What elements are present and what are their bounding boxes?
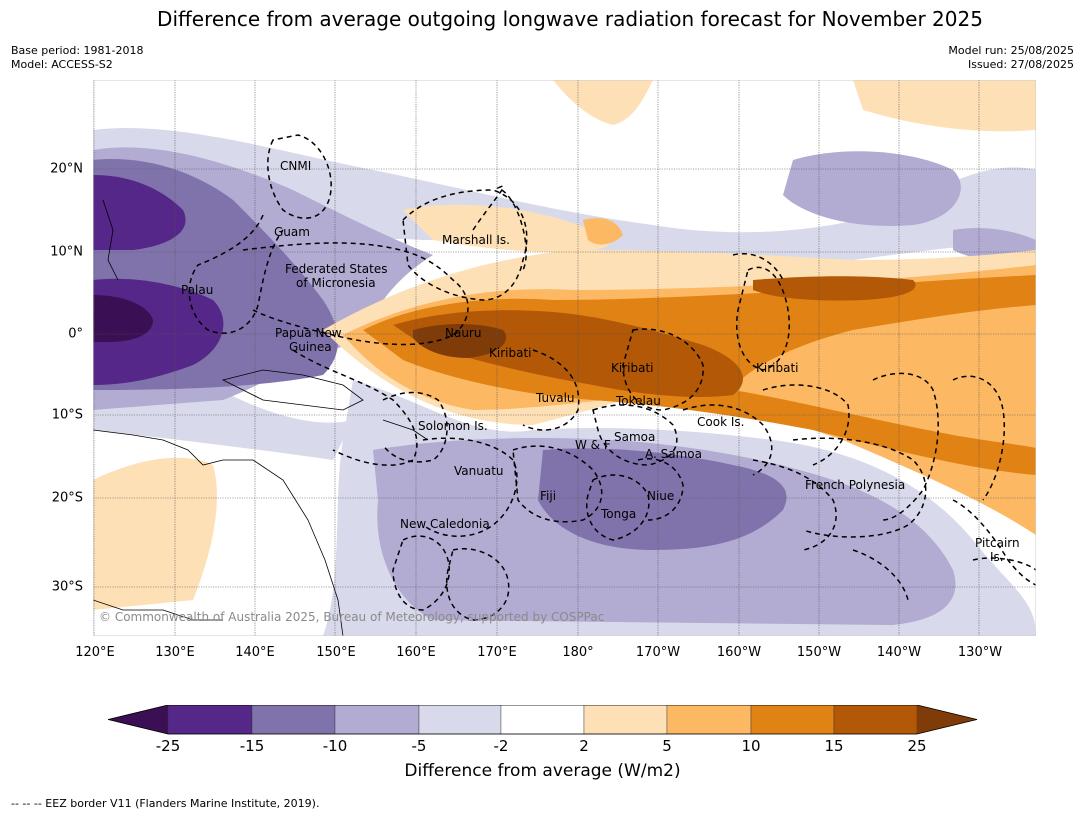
colorbar-swatch xyxy=(833,705,918,735)
colorbar-swatch xyxy=(251,705,336,735)
lat-tick-20s: 20°S xyxy=(51,490,83,506)
graticule xyxy=(93,80,1036,636)
lon-tick-130w: 130°W xyxy=(957,645,1003,660)
label-png-line2: Guinea xyxy=(289,340,332,354)
colorbar-tick: -2 xyxy=(493,737,509,755)
chart-title: Difference from average outgoing longwav… xyxy=(157,7,983,31)
colorbar-min-extension xyxy=(108,705,168,734)
metadata-left: Base period: 1981-2018 Model: ACCESS-S2 xyxy=(11,44,143,72)
label-fiji: Fiji xyxy=(540,489,556,503)
lon-tick-140e: 140°E xyxy=(235,645,275,660)
region-labels: CNMI Guam Marshall Is. Federated States … xyxy=(181,159,1020,564)
lat-tick-10n: 10°N xyxy=(50,244,83,260)
eez-footnote: -- -- -- EEZ border V11 (Flanders Marine… xyxy=(11,797,320,810)
lat-tick-equator: 0° xyxy=(68,326,83,342)
label-fsm-line2: of Micronesia xyxy=(296,276,376,290)
lon-tick-150w: 150°W xyxy=(796,645,842,660)
model-run-text: Model run: 25/08/2025 xyxy=(948,44,1074,57)
base-period-text: Base period: 1981-2018 xyxy=(11,44,144,57)
issued-text: Issued: 27/08/2025 xyxy=(967,58,1074,71)
colorbar-swatch xyxy=(666,705,752,735)
label-pitcairn-line1: Pitcairn xyxy=(975,536,1020,550)
label-fsm-line1: Federated States xyxy=(285,262,387,276)
colorbar xyxy=(108,705,978,735)
coastlines xyxy=(93,199,429,636)
lon-tick-180: 180° xyxy=(562,645,594,660)
colorbar-swatch xyxy=(167,705,253,735)
map-frame xyxy=(93,80,1036,636)
label-pitcairn-line2: Is. xyxy=(990,550,1004,564)
colorbar-tick: -5 xyxy=(411,737,427,755)
colorbar-tick: -25 xyxy=(155,737,181,755)
label-wallis-futuna: W & F xyxy=(575,438,611,452)
copyright-notice: © Commonwealth of Australia 2025, Bureau… xyxy=(99,610,604,624)
label-tuvalu: Tuvalu xyxy=(535,391,575,405)
lat-tick-10s: 10°S xyxy=(51,407,83,423)
colorbar-max-extension xyxy=(917,705,977,734)
label-palau: Palau xyxy=(181,283,213,297)
colorbar-tick: 15 xyxy=(824,737,844,755)
lon-tick-130e: 130°E xyxy=(155,645,195,660)
lat-tick-20n: 20°N xyxy=(50,161,83,177)
anomaly-band-darkest-brown xyxy=(413,324,507,358)
label-kiribati-central: Kiribati xyxy=(611,361,653,375)
colorbar-swatch xyxy=(583,705,668,735)
colorbar-tick: 5 xyxy=(662,737,672,755)
anomaly-band-darkest-purple xyxy=(93,295,153,342)
anomaly-map: CNMI Guam Marshall Is. Federated States … xyxy=(93,80,1036,636)
lon-tick-160w: 160°W xyxy=(716,645,762,660)
lon-tick-160e: 160°E xyxy=(396,645,436,660)
lat-tick-30s: 30°S xyxy=(51,579,83,595)
label-american-samoa: A. Samoa xyxy=(645,447,702,461)
label-new-caledonia: New Caledonia xyxy=(400,517,490,531)
colorbar-outline xyxy=(108,705,978,735)
colorbar-swatch xyxy=(750,705,835,735)
label-vanuatu: Vanuatu xyxy=(454,464,504,478)
colorbar-tick: 10 xyxy=(741,737,761,755)
label-samoa: Samoa xyxy=(614,430,655,444)
colorbar-swatch xyxy=(334,705,420,735)
label-french-polynesia: French Polynesia xyxy=(805,478,905,492)
label-nauru: Nauru xyxy=(445,326,481,340)
colorbar-swatch xyxy=(418,705,502,735)
colorbar-tick: 25 xyxy=(907,737,927,755)
lon-tick-170w: 170°W xyxy=(635,645,681,660)
label-cook-islands: Cook Is. xyxy=(697,415,744,429)
label-solomon-islands: Solomon Is. xyxy=(418,419,488,433)
label-kiribati-west: Kiribati xyxy=(489,346,531,360)
map-panel: CNMI Guam Marshall Is. Federated States … xyxy=(93,80,1036,636)
lon-tick-140w: 140°W xyxy=(876,645,922,660)
metadata-right: Model run: 25/08/2025 Issued: 27/08/2025 xyxy=(948,44,1074,72)
colorbar-tick: -15 xyxy=(239,737,265,755)
eez-borders xyxy=(188,134,1036,621)
label-cnmi: CNMI xyxy=(280,159,311,173)
lon-tick-170e: 170°E xyxy=(477,645,517,660)
lon-tick-120e: 120°E xyxy=(75,645,115,660)
colorbar-swatch xyxy=(500,705,585,735)
label-marshall-islands: Marshall Is. xyxy=(442,233,510,247)
colorbar-label: Difference from average (W/m2) xyxy=(404,761,681,781)
label-kiribati-east: Kiribati xyxy=(756,361,798,375)
lon-tick-150e: 150°E xyxy=(316,645,356,660)
colorbar-tick: -10 xyxy=(322,737,348,755)
colorbar-tick: 2 xyxy=(579,737,589,755)
label-niue: Niue xyxy=(647,489,674,503)
label-guam: Guam xyxy=(274,225,310,239)
label-png-line1: Papua New xyxy=(275,326,342,340)
model-text: Model: ACCESS-S2 xyxy=(11,58,113,71)
label-tonga: Tonga xyxy=(600,507,636,521)
label-tokelau: Tokelau xyxy=(615,394,661,408)
